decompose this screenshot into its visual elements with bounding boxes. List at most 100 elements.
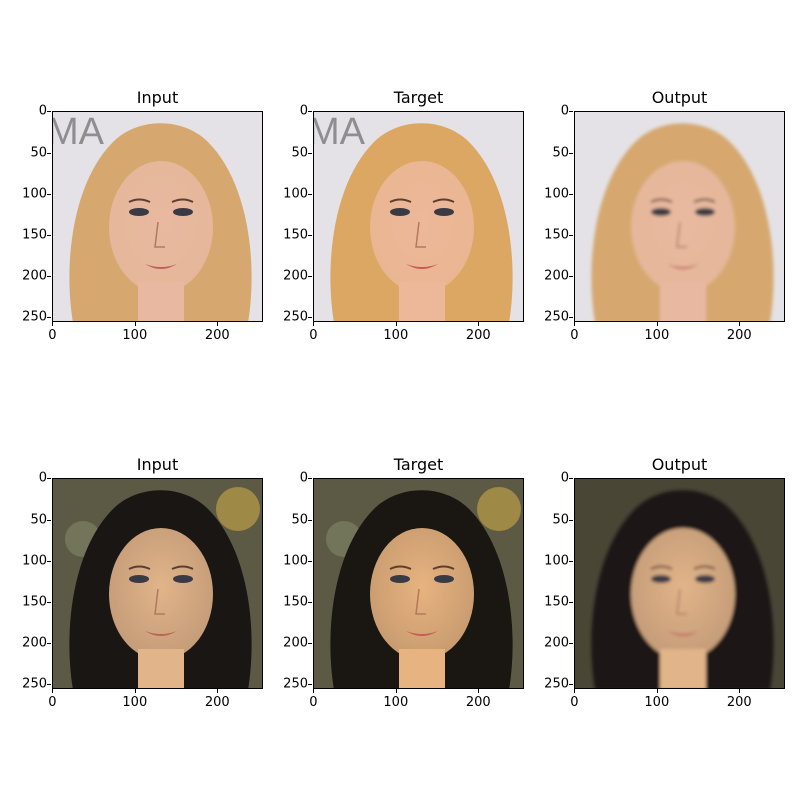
x-tick — [478, 689, 480, 693]
y-tick — [308, 276, 312, 278]
y-tick — [308, 560, 312, 562]
y-tick — [569, 193, 573, 195]
y-tick-label: 200 — [283, 268, 308, 284]
x-tick-label: 200 — [204, 695, 230, 710]
y-tick — [47, 684, 51, 686]
y-tick — [569, 643, 573, 645]
y-tick-label: 50 — [291, 145, 308, 161]
y-tick-label: 250 — [22, 309, 47, 325]
svg-text:MA: MA — [53, 112, 105, 153]
blonde-woman-portrait-image: MA — [52, 111, 263, 322]
y-tick-label: 150 — [22, 594, 47, 610]
panel-input-row-2: Input 0 50 100 150 200 250 0 100 200 — [22, 455, 263, 710]
dark-haired-woman-portrait-image — [574, 478, 785, 689]
y-tick-label: 250 — [544, 309, 569, 325]
y-tick — [47, 602, 51, 604]
y-tick — [569, 560, 573, 562]
y-tick-label: 250 — [283, 309, 308, 325]
y-tick-label: 50 — [552, 512, 569, 528]
y-tick-label: 0 — [38, 470, 47, 486]
y-tick — [47, 276, 51, 278]
x-tick — [52, 322, 54, 326]
y-tick — [308, 602, 312, 604]
x-tick-label: 100 — [122, 328, 148, 343]
y-tick — [569, 152, 573, 154]
y-tick — [308, 111, 312, 113]
y-tick-label: 100 — [544, 186, 569, 202]
blonde-woman-portrait-image — [574, 111, 785, 322]
y-tick-label: 250 — [22, 676, 47, 692]
y-tick-label: 50 — [30, 145, 47, 161]
x-tick — [217, 689, 219, 693]
y-tick-label: 0 — [299, 470, 308, 486]
y-tick-label: 150 — [22, 227, 47, 243]
y-tick-label: 100 — [283, 553, 308, 569]
x-tick — [52, 689, 54, 693]
x-tick — [739, 322, 741, 326]
y-tick-label: 150 — [283, 227, 308, 243]
y-tick — [308, 152, 312, 154]
x-tick — [739, 689, 741, 693]
y-tick-label: 200 — [283, 635, 308, 651]
x-tick — [134, 689, 136, 693]
x-tick-label: 0 — [309, 328, 318, 343]
svg-text:MA: MA — [314, 112, 366, 153]
y-tick — [569, 602, 573, 604]
y-tick — [569, 478, 573, 480]
y-tick — [308, 193, 312, 195]
x-tick-label: 100 — [644, 328, 670, 343]
panel-output-row-1: Output 0 50 100 150 200 250 0 100 200 — [544, 88, 785, 343]
x-tick — [134, 322, 136, 326]
y-tick-label: 250 — [283, 676, 308, 692]
y-tick — [47, 152, 51, 154]
y-tick — [47, 519, 51, 521]
y-tick — [569, 276, 573, 278]
x-tick-label: 100 — [383, 695, 409, 710]
y-tick-label: 100 — [22, 186, 47, 202]
panel-title: Target — [393, 88, 444, 107]
y-tick — [47, 560, 51, 562]
y-tick-label: 50 — [552, 145, 569, 161]
y-tick — [569, 111, 573, 113]
x-tick-label: 200 — [726, 695, 752, 710]
y-tick — [47, 317, 51, 319]
x-tick — [478, 322, 480, 326]
x-tick — [395, 689, 397, 693]
y-tick — [47, 478, 51, 480]
y-tick — [569, 235, 573, 237]
y-tick-label: 50 — [291, 512, 308, 528]
y-tick-label: 150 — [283, 594, 308, 610]
y-tick — [569, 519, 573, 521]
panel-title: Target — [393, 455, 444, 474]
y-tick-label: 0 — [560, 103, 569, 119]
y-tick-label: 100 — [22, 553, 47, 569]
y-tick — [308, 643, 312, 645]
panel-output-row-2: Output 0 50 100 150 200 250 0 100 200 — [544, 455, 785, 710]
y-tick — [308, 235, 312, 237]
y-tick — [47, 643, 51, 645]
y-tick — [308, 519, 312, 521]
y-tick-label: 200 — [22, 268, 47, 284]
y-tick-label: 150 — [544, 227, 569, 243]
blonde-woman-portrait-image: MA — [313, 111, 524, 322]
y-tick-label: 0 — [38, 103, 47, 119]
y-tick-label: 150 — [544, 594, 569, 610]
x-tick-label: 100 — [122, 695, 148, 710]
x-tick-label: 200 — [465, 695, 491, 710]
x-tick — [313, 689, 315, 693]
y-tick — [47, 193, 51, 195]
y-tick — [47, 235, 51, 237]
y-tick-label: 200 — [22, 635, 47, 651]
x-tick-label: 100 — [644, 695, 670, 710]
x-tick-label: 0 — [570, 695, 579, 710]
y-tick — [569, 317, 573, 319]
x-tick-label: 0 — [48, 328, 57, 343]
x-tick-label: 0 — [48, 695, 57, 710]
dark-haired-woman-portrait-image — [313, 478, 524, 689]
panel-title: Output — [651, 455, 708, 474]
x-tick — [574, 322, 576, 326]
panel-title: Input — [136, 88, 179, 107]
x-tick-label: 0 — [570, 328, 579, 343]
y-tick — [308, 684, 312, 686]
